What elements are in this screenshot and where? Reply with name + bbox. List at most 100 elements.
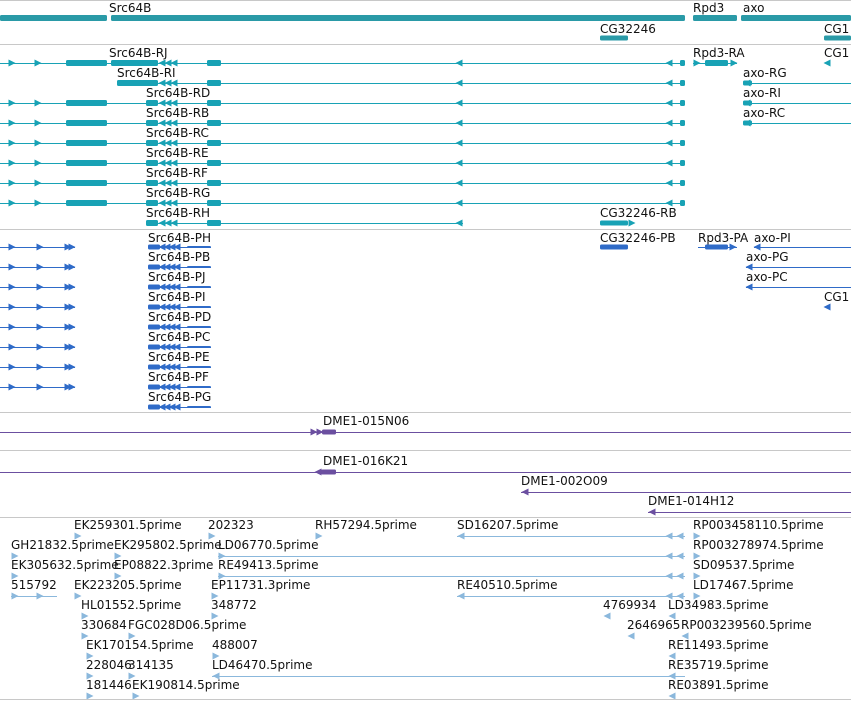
transcript-label[interactable]: axo-RC (743, 106, 786, 120)
protein-label[interactable]: Src64B-PD (148, 310, 212, 324)
strand-arrow-right (8, 99, 16, 107)
est-label[interactable]: LD46470.5prime (212, 658, 313, 672)
est-label[interactable]: 330684 (81, 618, 127, 632)
strand-arrow-left (158, 159, 166, 167)
strand-arrow-left (168, 403, 176, 411)
est-label[interactable]: RE03891.5prime (668, 678, 769, 692)
est-label[interactable]: 4769934 (603, 598, 657, 612)
protein-label[interactable]: CG32246-PB (600, 231, 676, 245)
protein-label[interactable]: axo-PI (754, 231, 791, 245)
strand-arrow-right (128, 672, 136, 680)
est-label[interactable]: RP003458110.5prime (693, 518, 824, 532)
exon-block (207, 180, 221, 186)
exon-block (207, 80, 221, 86)
gene-label-cg32246[interactable]: CG32246 (600, 22, 656, 36)
protein-label[interactable]: Src64B-PI (148, 290, 206, 304)
clone-label[interactable]: DME1-016K21 (323, 454, 409, 468)
transcript-label[interactable]: Src64B-RH (146, 206, 211, 220)
exon-block (680, 200, 685, 206)
transcript-label[interactable]: Src64B-RC (146, 126, 209, 140)
est-label[interactable]: EP08822.3prime (114, 558, 214, 572)
est-label[interactable]: RE49413.5prime (218, 558, 319, 572)
exon-block (680, 60, 685, 66)
strand-arrow-left (163, 343, 171, 351)
protein-label[interactable]: Src64B-PE (148, 350, 210, 364)
exon-block (66, 180, 107, 186)
transcript-label[interactable]: Rpd3-RA (693, 46, 745, 60)
transcript-label[interactable]: Src64B-RJ (109, 46, 168, 60)
est-label[interactable]: EK190814.5prime (132, 678, 240, 692)
transcript-label[interactable]: Src64B-RD (146, 86, 211, 100)
transcript-label[interactable]: Src64B-RB (146, 106, 210, 120)
est-label[interactable]: 181446 (86, 678, 132, 692)
est-label[interactable]: LD06770.5prime (218, 538, 319, 552)
gene-label-axo[interactable]: axo (743, 1, 765, 15)
est-label[interactable]: EK295802.5prime (114, 538, 222, 552)
strand-arrow-left (170, 79, 178, 87)
est-label[interactable]: 314135 (128, 658, 174, 672)
protein-label[interactable]: axo-PC (746, 270, 788, 284)
est-label[interactable]: EK170154.5prime (86, 638, 194, 652)
transcript-label[interactable]: Src64B-RG (146, 186, 211, 200)
strand-arrow-left (455, 159, 463, 167)
est-label[interactable]: 228046 (86, 658, 132, 672)
strand-arrow-right (218, 552, 226, 560)
est-label[interactable]: FGC028D06.5prime (128, 618, 247, 632)
est-label[interactable]: 348772 (211, 598, 257, 612)
protein-label[interactable]: Rpd3-PA (698, 231, 749, 245)
est-label[interactable]: SD16207.5prime (457, 518, 559, 532)
est-label[interactable]: HL01552.5prime (81, 598, 182, 612)
protein-label[interactable]: Src64B-PJ (148, 270, 206, 284)
transcript-label[interactable]: Src64B-RE (146, 146, 209, 160)
est-label[interactable]: 2646965 (627, 618, 681, 632)
est-label[interactable]: RE35719.5prime (668, 658, 769, 672)
est-label[interactable]: RH57294.5prime (315, 518, 417, 532)
est-label[interactable]: 515792 (11, 578, 57, 592)
protein-label[interactable]: Src64B-PB (148, 250, 211, 264)
gene-label-rpd3[interactable]: Rpd3 (693, 1, 725, 15)
strand-arrow-left (173, 343, 181, 351)
est-label[interactable]: 202323 (208, 518, 254, 532)
transcript-label-truncated[interactable]: CG1 (824, 46, 850, 60)
transcript-label[interactable]: axo-RI (743, 86, 781, 100)
est-label[interactable]: EP11731.3prime (211, 578, 311, 592)
est-label[interactable]: RP003239560.5prime (681, 618, 812, 632)
strand-arrow-right (11, 552, 19, 560)
strand-arrow-right (212, 652, 220, 660)
clone-label[interactable]: DME1-015N06 (323, 414, 410, 428)
clone-label[interactable]: DME1-002O09 (521, 474, 608, 488)
protein-label[interactable]: Src64B-PC (148, 330, 211, 344)
transcript-label[interactable]: Src64B-RI (117, 66, 176, 80)
strand-arrow-left (168, 243, 176, 251)
transcript-label[interactable]: axo-RG (743, 66, 787, 80)
est-label[interactable]: RP003278974.5prime (693, 538, 824, 552)
est-label[interactable]: EK223205.5prime (74, 578, 182, 592)
gene-label-cg1-truncated[interactable]: CG1 (824, 22, 850, 36)
strand-arrow-left (168, 363, 176, 371)
strand-arrow-left (665, 592, 673, 600)
est-label[interactable]: EK259301.5prime (74, 518, 182, 532)
clone-label[interactable]: DME1-014H12 (648, 494, 735, 508)
est-label[interactable]: LD17467.5prime (693, 578, 794, 592)
est-label[interactable]: 488007 (212, 638, 258, 652)
protein-label-truncated[interactable]: CG1 (824, 290, 850, 304)
strand-arrow-left (158, 343, 166, 351)
est-label[interactable]: EK305632.5prime (11, 558, 119, 572)
strand-arrow-left (455, 119, 463, 127)
strand-arrow-left (455, 79, 463, 87)
strand-arrow-right (36, 592, 44, 600)
gene-label-src64b[interactable]: Src64B (109, 1, 152, 15)
protein-label[interactable]: axo-PG (746, 250, 789, 264)
strand-arrow-right (8, 363, 16, 371)
transcript-label[interactable]: CG32246-RB (600, 206, 677, 220)
protein-label[interactable]: Src64B-PF (148, 370, 209, 384)
est-label[interactable]: LD34983.5prime (668, 598, 769, 612)
transcript-label[interactable]: Src64B-RF (146, 166, 208, 180)
est-label[interactable]: SD09537.5prime (693, 558, 795, 572)
protein-label[interactable]: Src64B-PH (148, 231, 211, 245)
protein-label[interactable]: Src64B-PG (148, 390, 212, 404)
est-label[interactable]: RE11493.5prime (668, 638, 769, 652)
est-label[interactable]: GH21832.5prime (11, 538, 114, 552)
est-label[interactable]: RE40510.5prime (457, 578, 558, 592)
gene-bar-axo (741, 15, 851, 21)
